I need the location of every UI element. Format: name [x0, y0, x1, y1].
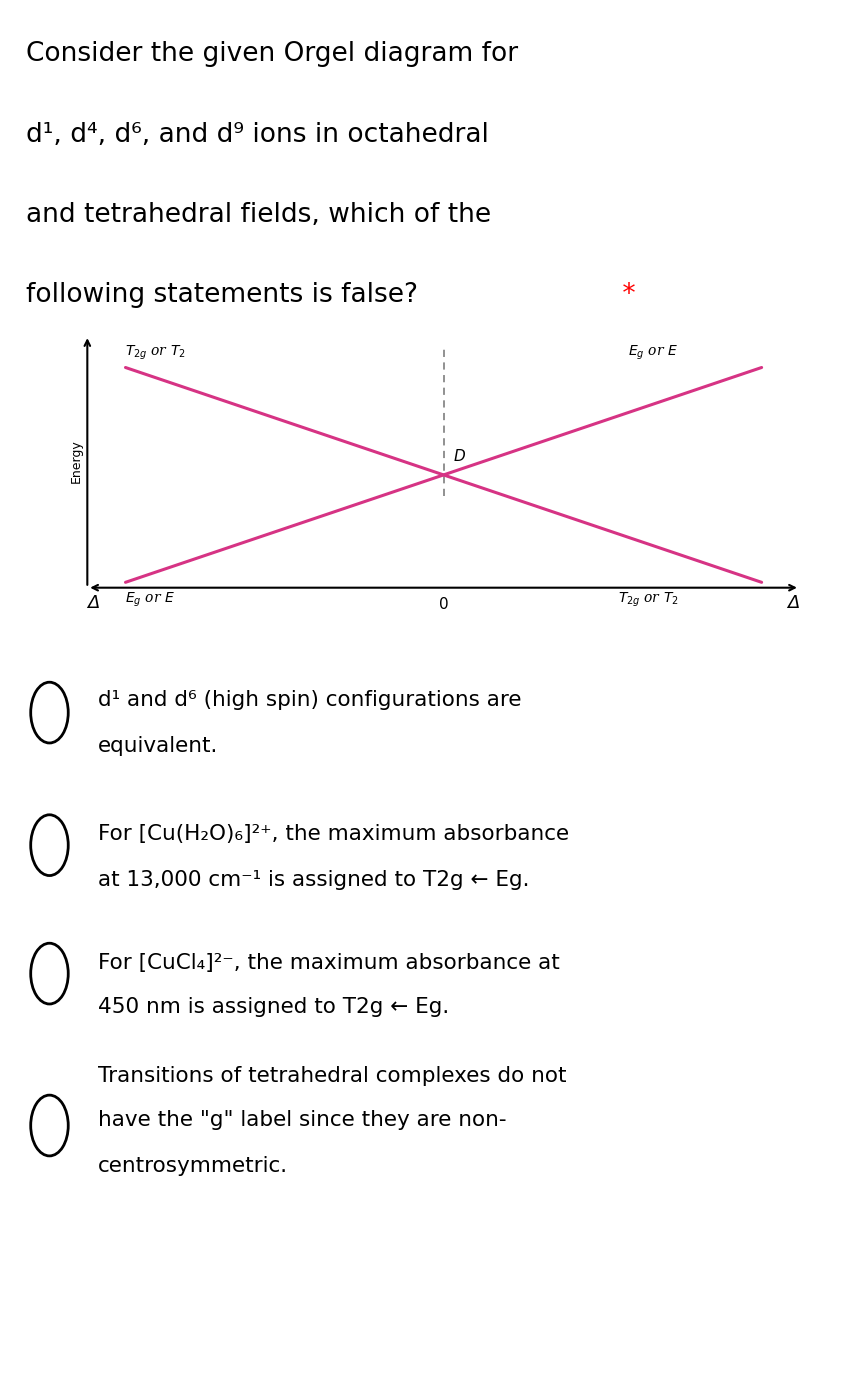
Text: Energy: Energy — [70, 439, 83, 483]
Text: $T_{2g}$ or $T_2$: $T_{2g}$ or $T_2$ — [618, 591, 678, 609]
Text: Consider the given Orgel diagram for: Consider the given Orgel diagram for — [26, 41, 517, 68]
Text: For [Cu(H₂O)₆]²⁺, the maximum absorbance: For [Cu(H₂O)₆]²⁺, the maximum absorbance — [98, 824, 568, 844]
Text: $E_g$ or $E$: $E_g$ or $E$ — [627, 344, 677, 362]
Text: and tetrahedral fields, which of the: and tetrahedral fields, which of the — [26, 202, 490, 228]
Text: centrosymmetric.: centrosymmetric. — [98, 1156, 288, 1175]
Text: 0: 0 — [438, 597, 448, 612]
Text: $E_g$ or $E$: $E_g$ or $E$ — [125, 591, 176, 609]
Text: at 13,000 cm⁻¹ is assigned to T2g ← Eg.: at 13,000 cm⁻¹ is assigned to T2g ← Eg. — [98, 870, 529, 889]
Text: following statements is false?: following statements is false? — [26, 282, 417, 308]
Text: Δ: Δ — [786, 594, 798, 612]
Text: equivalent.: equivalent. — [98, 736, 218, 755]
Text: Δ: Δ — [88, 594, 100, 612]
Text: $D$: $D$ — [452, 449, 465, 464]
Text: d¹, d⁴, d⁶, and d⁹ ions in octahedral: d¹, d⁴, d⁶, and d⁹ ions in octahedral — [26, 122, 488, 148]
Text: *: * — [613, 282, 635, 308]
Text: For [CuCl₄]²⁻, the maximum absorbance at: For [CuCl₄]²⁻, the maximum absorbance at — [98, 953, 559, 972]
Text: have the "g" label since they are non-: have the "g" label since they are non- — [98, 1110, 506, 1130]
Text: $T_{2g}$ or $T_2$: $T_{2g}$ or $T_2$ — [125, 344, 186, 362]
Text: d¹ and d⁶ (high spin) configurations are: d¹ and d⁶ (high spin) configurations are — [98, 690, 521, 710]
Text: 450 nm is assigned to T2g ← Eg.: 450 nm is assigned to T2g ← Eg. — [98, 997, 449, 1016]
Text: Transitions of tetrahedral complexes do not: Transitions of tetrahedral complexes do … — [98, 1066, 566, 1085]
